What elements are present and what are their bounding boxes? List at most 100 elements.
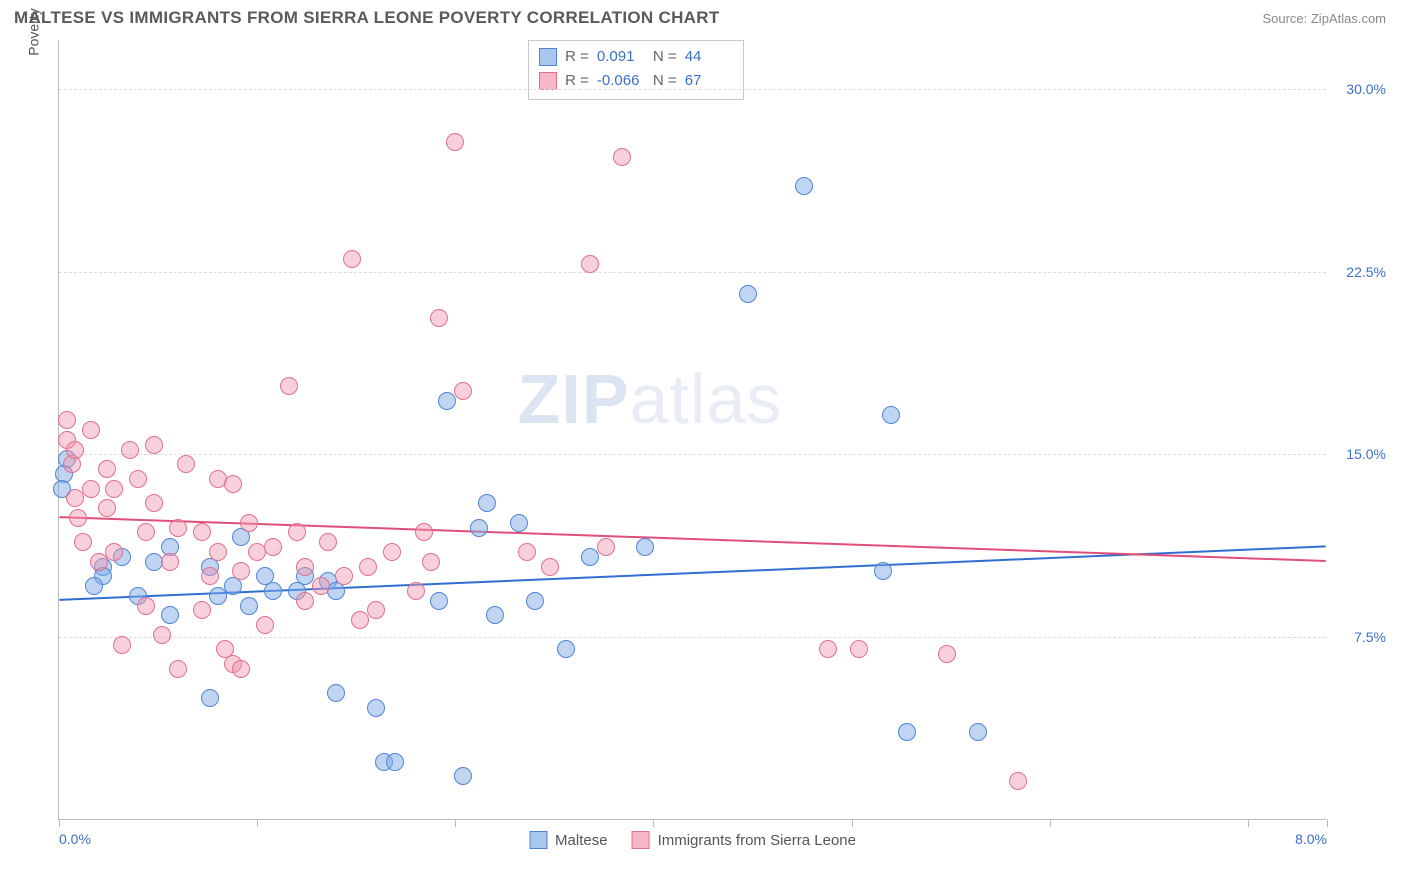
data-point — [739, 285, 757, 303]
legend-item: Immigrants from Sierra Leone — [632, 831, 856, 849]
legend-swatch — [632, 831, 650, 849]
data-point — [90, 553, 108, 571]
data-point — [386, 753, 404, 771]
data-point — [105, 543, 123, 561]
x-tick — [653, 819, 654, 827]
gridline-h — [59, 89, 1326, 90]
x-tick — [455, 819, 456, 827]
data-point — [85, 577, 103, 595]
data-point — [98, 499, 116, 517]
data-point — [938, 645, 956, 663]
watermark-bold: ZIP — [518, 360, 630, 438]
data-point — [312, 577, 330, 595]
data-point — [256, 616, 274, 634]
data-point — [359, 558, 377, 576]
data-point — [209, 587, 227, 605]
data-point — [193, 601, 211, 619]
data-point — [201, 689, 219, 707]
data-point — [454, 382, 472, 400]
data-point — [636, 538, 654, 556]
chart-title: MALTESE VS IMMIGRANTS FROM SIERRA LEONE … — [14, 8, 720, 28]
data-point — [819, 640, 837, 658]
trend-lines — [59, 40, 1326, 819]
data-point — [224, 475, 242, 493]
series-legend: Maltese Immigrants from Sierra Leone — [529, 831, 856, 849]
data-point — [581, 548, 599, 566]
data-point — [145, 494, 163, 512]
data-point — [161, 606, 179, 624]
chart-source: Source: ZipAtlas.com — [1262, 11, 1386, 26]
data-point — [367, 699, 385, 717]
data-point — [74, 533, 92, 551]
data-point — [256, 567, 274, 585]
data-point — [137, 523, 155, 541]
data-point — [327, 684, 345, 702]
data-point — [129, 470, 147, 488]
data-point — [232, 562, 250, 580]
data-point — [137, 597, 155, 615]
data-point — [121, 441, 139, 459]
y-tick-label: 7.5% — [1332, 629, 1386, 645]
data-point — [613, 148, 631, 166]
x-tick — [1050, 819, 1051, 827]
data-point — [351, 611, 369, 629]
x-tick-label: 0.0% — [59, 831, 91, 847]
legend-item: Maltese — [529, 831, 608, 849]
stat-n-value: 44 — [685, 45, 733, 69]
data-point — [367, 601, 385, 619]
data-point — [430, 309, 448, 327]
data-point — [201, 567, 219, 585]
data-point — [169, 519, 187, 537]
data-point — [874, 562, 892, 580]
data-point — [153, 626, 171, 644]
data-point — [161, 553, 179, 571]
data-point — [541, 558, 559, 576]
stats-row: R =0.091N =44 — [539, 45, 733, 69]
legend-swatch — [539, 72, 557, 90]
data-point — [454, 767, 472, 785]
data-point — [581, 255, 599, 273]
data-point — [296, 558, 314, 576]
data-point — [518, 543, 536, 561]
data-point — [69, 509, 87, 527]
data-point — [478, 494, 496, 512]
data-point — [486, 606, 504, 624]
data-point — [407, 582, 425, 600]
data-point — [1009, 772, 1027, 790]
data-point — [470, 519, 488, 537]
gridline-h — [59, 454, 1326, 455]
legend-label: Immigrants from Sierra Leone — [658, 832, 856, 849]
stats-legend-box: R =0.091N =44R =-0.066N =67 — [528, 40, 744, 100]
data-point — [343, 250, 361, 268]
gridline-h — [59, 272, 1326, 273]
data-point — [969, 723, 987, 741]
data-point — [296, 592, 314, 610]
data-point — [383, 543, 401, 561]
data-point — [169, 660, 187, 678]
watermark-rest: atlas — [630, 360, 783, 438]
plot-area: ZIPatlas R =0.091N =44R =-0.066N =67 Mal… — [58, 40, 1326, 820]
data-point — [82, 421, 100, 439]
data-point — [430, 592, 448, 610]
stat-r-label: R = — [565, 45, 589, 69]
legend-swatch — [539, 48, 557, 66]
data-point — [898, 723, 916, 741]
data-point — [232, 660, 250, 678]
y-tick-label: 22.5% — [1332, 264, 1386, 280]
data-point — [335, 567, 353, 585]
data-point — [177, 455, 195, 473]
data-point — [850, 640, 868, 658]
data-point — [98, 460, 116, 478]
y-tick-label: 30.0% — [1332, 81, 1386, 97]
data-point — [240, 597, 258, 615]
data-point — [58, 411, 76, 429]
chart-header: MALTESE VS IMMIGRANTS FROM SIERRA LEONE … — [0, 0, 1406, 32]
data-point — [113, 636, 131, 654]
stat-r-value: 0.091 — [597, 45, 645, 69]
data-point — [105, 480, 123, 498]
x-tick — [852, 819, 853, 827]
data-point — [209, 543, 227, 561]
data-point — [240, 514, 258, 532]
y-axis-label: Poverty — [26, 8, 42, 55]
legend-label: Maltese — [555, 832, 608, 849]
